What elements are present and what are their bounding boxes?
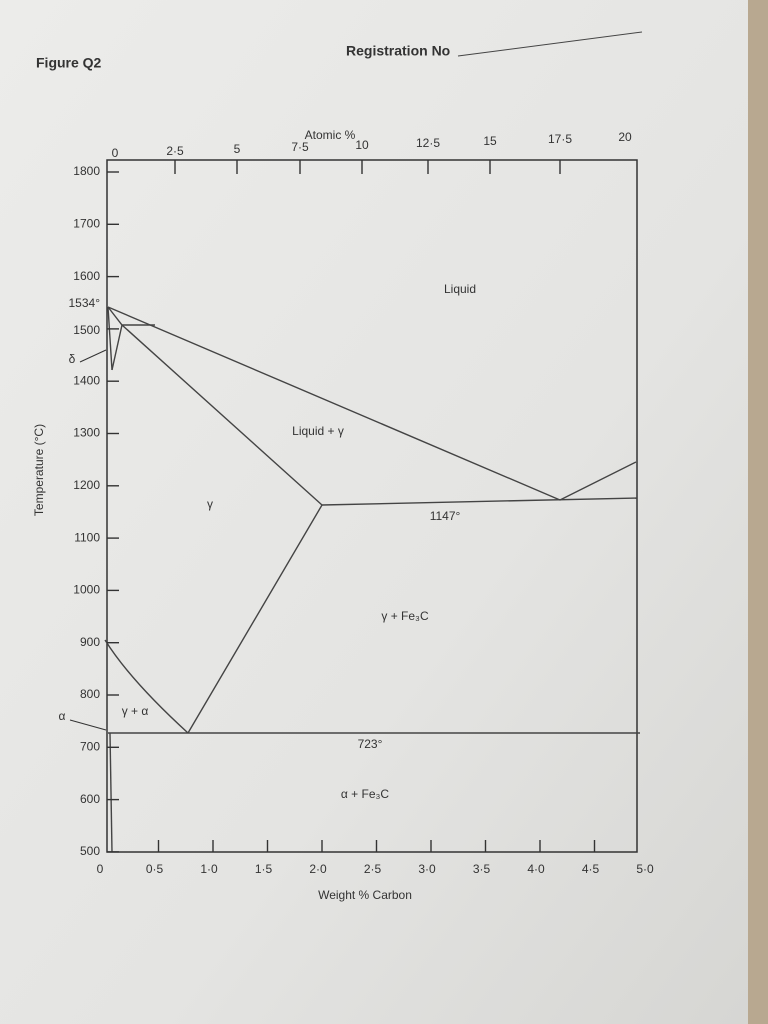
plot-frame (106, 159, 638, 853)
top-tick-label: 2·5 (166, 144, 184, 158)
region-label: α + Fe₃C (341, 787, 390, 801)
registration-label: Registration No (346, 43, 450, 59)
x-axis-label: Weight % Carbon (318, 888, 412, 902)
y-tick-label: 1700 (73, 216, 100, 230)
registration-blank (457, 31, 643, 57)
y-tick-label: 1600 (73, 269, 100, 283)
y-tick-label: 900 (80, 635, 100, 649)
top-tick-label: 5 (234, 142, 241, 156)
region-label: Liquid (444, 282, 476, 296)
y-tick-label: 1000 (73, 583, 100, 597)
pointer (79, 349, 107, 363)
top-tick-label: 0 (112, 146, 119, 160)
top-tick-label: 17·5 (548, 132, 572, 146)
x-tick-label: 3·0 (418, 862, 436, 876)
region-label: Liquid + γ (292, 424, 344, 438)
top-tick-label: 20 (618, 130, 632, 144)
x-tick-label: 3·5 (473, 862, 491, 876)
x-tick-label: 0·5 (146, 862, 164, 876)
temperature-label: 723° (358, 737, 383, 751)
x-tick-label: 4·0 (527, 862, 545, 876)
x-tick-label: 2·0 (309, 862, 327, 876)
top-tick-label: 15 (483, 134, 497, 148)
y-tick-label: 1400 (73, 373, 100, 387)
region-label: γ + Fe₃C (381, 609, 429, 623)
temperature-label: 1147° (430, 509, 461, 523)
region-label: δ (69, 352, 76, 366)
region-label: γ (207, 497, 213, 511)
phase-lines (104, 306, 640, 853)
y-tick-label: 1300 (73, 426, 100, 440)
x-tick-label: 2·5 (364, 862, 382, 876)
y-tick-label: 800 (80, 687, 100, 701)
top-tick-label: 7·5 (291, 140, 309, 154)
top-axis-label: Atomic % (305, 128, 356, 142)
y-tick-label: 1500 (73, 323, 100, 337)
y-tick-label: 600 (80, 792, 100, 806)
region-label: α (59, 709, 66, 723)
y-tick-label: 1100 (74, 530, 100, 544)
y-tick-label: 1200 (73, 478, 100, 492)
x-tick-label: 1·5 (255, 862, 273, 876)
x-tick-label: 4·5 (582, 862, 600, 876)
x-tick-label: 0 (97, 862, 104, 876)
melting-point-label: 1534° (69, 296, 101, 310)
x-tick-label: 5·0 (636, 862, 654, 876)
y-axis-label: Temperature (°C) (32, 424, 46, 516)
x-tick-label: 1·0 (200, 862, 218, 876)
region-label: γ + α (122, 704, 149, 718)
y-tick-label: 1800 (73, 164, 100, 178)
top-tick-label: 10 (355, 138, 369, 152)
y-tick-label: 700 (80, 739, 100, 753)
pointer (69, 719, 107, 731)
paper (0, 0, 748, 1024)
top-tick-label: 12·5 (416, 136, 440, 150)
figure-label: Figure Q2 (36, 55, 102, 71)
y-tick-label: 500 (80, 844, 100, 858)
table-edge (748, 0, 768, 1024)
